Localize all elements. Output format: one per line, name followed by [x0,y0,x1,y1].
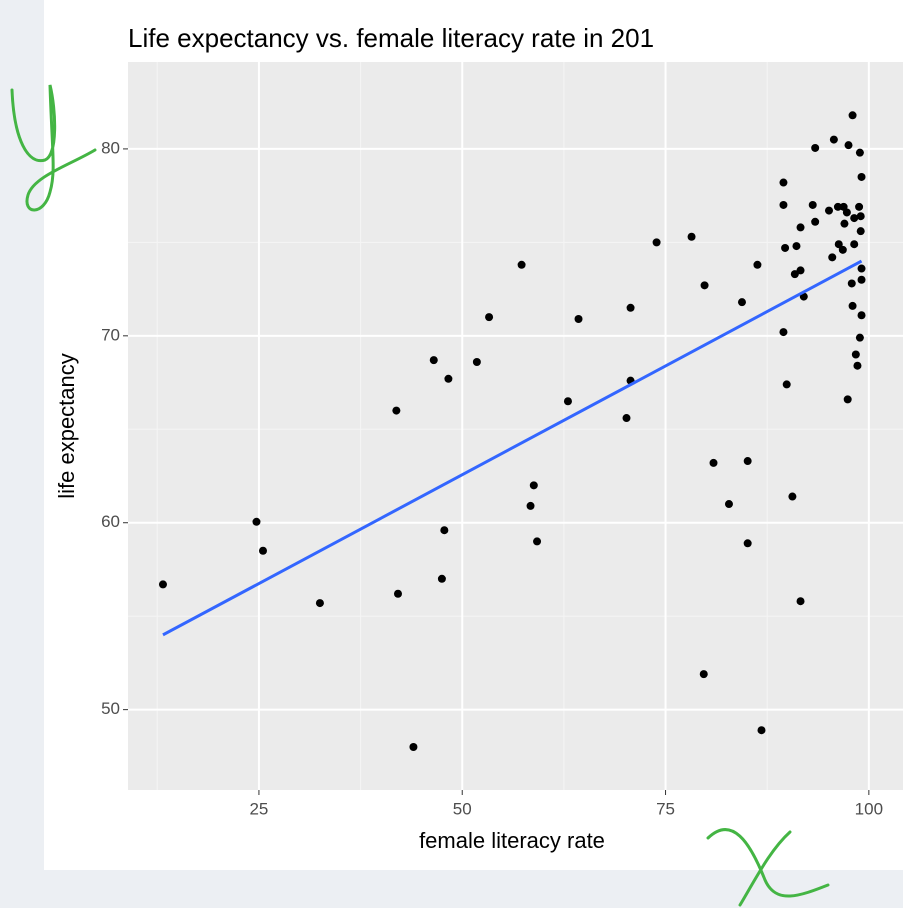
point [700,281,709,290]
point [517,260,526,269]
point [824,206,833,215]
point [626,303,635,312]
point [574,314,583,323]
point [790,270,799,279]
point [779,328,788,337]
point [652,238,661,247]
point [844,141,853,150]
point [781,243,790,252]
point [687,232,696,241]
handwritten-x [706,828,830,907]
point [840,219,849,228]
point [857,311,866,320]
point [828,253,837,262]
y-tick-label: 60 [101,512,120,531]
y-tick-label: 80 [101,138,120,157]
point [409,743,418,752]
point [529,481,538,490]
point [252,517,261,526]
point [838,245,847,254]
point [258,546,267,555]
x-tick-label: 50 [453,799,472,818]
chart-title: Life expectancy vs. female literacy rate… [128,23,654,53]
point [429,356,438,365]
point [842,208,851,217]
point [622,414,631,423]
point [857,172,866,181]
point [792,242,801,251]
point [796,597,805,606]
point [533,537,542,546]
point [315,599,324,608]
point [699,670,708,679]
point [843,395,852,404]
x-tick-label: 100 [855,799,883,818]
point [444,374,453,383]
point [709,458,718,467]
point [737,298,746,307]
point [848,301,857,310]
point [779,200,788,209]
point [743,457,752,466]
point [855,148,864,157]
point [811,217,820,226]
panel [128,62,903,790]
point [829,135,838,144]
handwritten-y [10,84,97,212]
point [485,313,494,322]
point [857,264,866,273]
point [724,500,733,509]
point [848,111,857,120]
point [782,380,791,389]
point [857,275,866,284]
x-tick-label: 75 [656,799,675,818]
point [437,574,446,583]
point [526,501,535,510]
grid [128,62,903,790]
point [850,240,859,249]
point [808,200,817,209]
point [834,240,843,249]
point [757,726,766,735]
point [855,333,864,342]
point [833,202,842,211]
point [472,357,481,366]
point [856,227,865,236]
point [392,406,401,415]
point [855,202,864,211]
point [796,266,805,275]
point [753,260,762,269]
y-tick-label: 70 [101,325,120,344]
point [440,526,449,535]
point [158,580,167,589]
y-axis-label: life expectancy [54,353,79,499]
point [851,350,860,359]
point [853,361,862,370]
x-tick-label: 25 [249,799,268,818]
point [393,589,402,598]
marks [158,111,866,752]
point [743,539,752,548]
point [788,492,797,501]
point [811,143,820,152]
fit-line [162,259,863,637]
point [796,223,805,232]
point [779,178,788,187]
x-axis-label: female literacy rate [419,828,605,853]
y-tick-label: 50 [101,699,120,718]
point [856,212,865,221]
point [847,279,856,288]
point [563,397,572,406]
point [850,214,859,223]
